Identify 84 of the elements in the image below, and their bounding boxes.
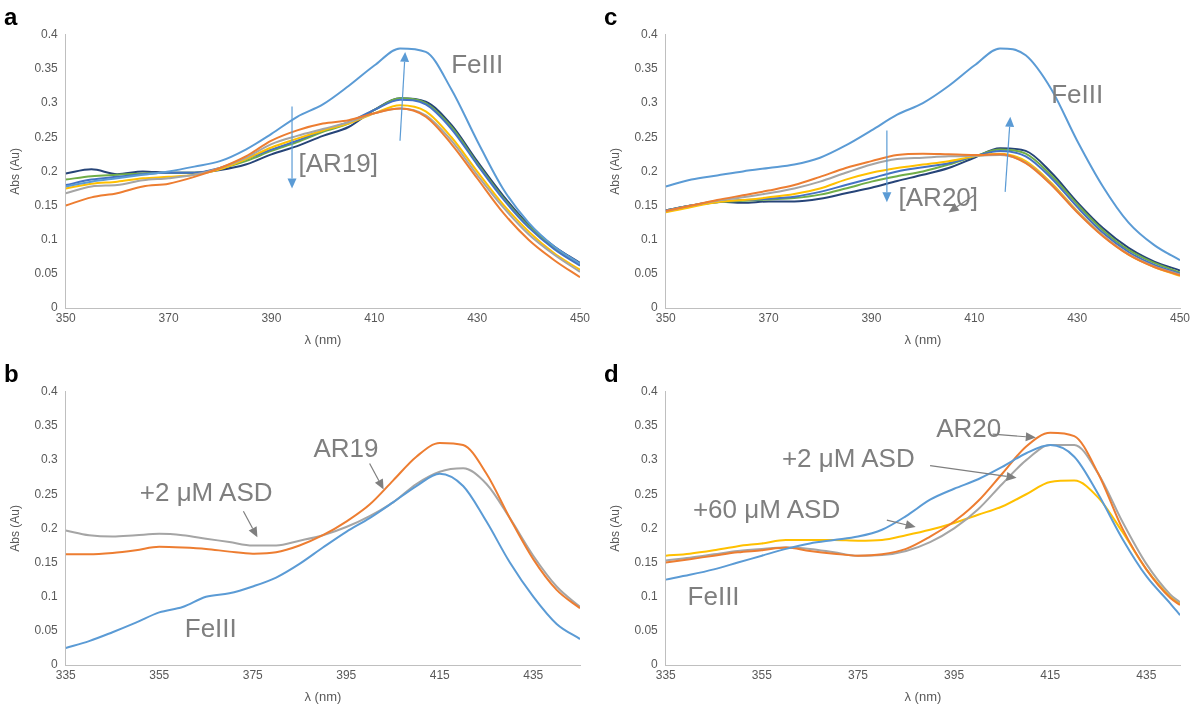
y-axis-title: Abs (Au) (7, 505, 22, 552)
line-series (65, 47, 580, 265)
y-axis-title: Abs (Au) (607, 148, 622, 195)
annotation: FeIII (451, 48, 504, 79)
chart-title: d (604, 360, 619, 388)
y-tick-label: 0.25 (634, 129, 659, 144)
annotation: +2 μM ASD (781, 443, 915, 474)
x-tick-label: 415 (429, 667, 451, 682)
y-tick-label: 0.35 (34, 418, 59, 433)
y-tick-label: 0.3 (41, 452, 59, 467)
x-tick-label: 370 (758, 310, 779, 325)
y-tick-label: 0.15 (34, 554, 59, 569)
x-tick-label: 390 (261, 310, 282, 325)
y-tick-label: 0.2 (41, 163, 59, 178)
line-series (665, 479, 1180, 605)
annotation: FeIII (184, 612, 237, 643)
line-series (65, 472, 580, 649)
y-tick-label: 0.25 (34, 129, 59, 144)
y-tick-label: 0.4 (41, 384, 59, 399)
y-tick-label: 0.1 (641, 232, 659, 247)
y-tick-label: 0.4 (41, 27, 59, 42)
x-tick-label: 450 (1169, 310, 1191, 325)
x-tick-label: 415 (1040, 667, 1061, 682)
chart-title: a (4, 3, 18, 31)
x-tick-label: 430 (467, 310, 488, 325)
annotation: FeIII (1051, 79, 1104, 110)
x-tick-label: 395 (336, 667, 357, 682)
chart-title: c (604, 3, 618, 31)
y-tick-label: 0.1 (41, 589, 59, 604)
y-tick-label: 0.1 (41, 232, 59, 247)
annotation: [AR19] (298, 147, 379, 178)
y-tick-label: 0.3 (641, 452, 659, 467)
x-tick-label: 435 (523, 667, 544, 682)
y-axis-title: Abs (Au) (607, 505, 622, 552)
line-series (65, 467, 580, 608)
x-axis-title: λ (nm) (904, 331, 942, 347)
y-tick-label: 0.05 (634, 623, 659, 638)
y-tick-label: 0.3 (41, 95, 59, 110)
x-axis-title: λ (nm) (904, 688, 942, 704)
x-tick-label: 335 (655, 667, 677, 682)
x-tick-label: 350 (55, 310, 77, 325)
x-tick-label: 350 (655, 310, 677, 325)
x-tick-label: 355 (751, 667, 773, 682)
y-tick-label: 0.2 (641, 520, 659, 535)
x-tick-label: 410 (964, 310, 985, 325)
x-tick-label: 395 (944, 667, 965, 682)
annotation: [AR20] (898, 181, 979, 212)
y-tick-label: 0.35 (34, 61, 59, 76)
x-tick-label: 370 (158, 310, 179, 325)
annotation: AR20 (936, 412, 1002, 443)
x-tick-label: 450 (569, 310, 591, 325)
y-tick-label: 0.05 (634, 266, 659, 281)
y-tick-label: 0.15 (634, 554, 659, 569)
y-tick-label: 0.25 (34, 486, 59, 501)
y-tick-label: 0.2 (41, 520, 59, 535)
line-series (665, 47, 1180, 262)
x-axis-title: λ (nm) (304, 331, 342, 347)
y-tick-label: 0.05 (34, 623, 59, 638)
x-tick-label: 435 (1136, 667, 1157, 682)
x-axis-title: λ (nm) (304, 688, 342, 704)
y-tick-label: 0.15 (634, 197, 659, 212)
chart-title: b (4, 360, 19, 388)
y-tick-label: 0.1 (641, 589, 659, 604)
annotation: +2 μM ASD (139, 477, 273, 508)
x-tick-label: 375 (847, 667, 869, 682)
x-tick-label: 410 (364, 310, 385, 325)
x-tick-label: 390 (861, 310, 882, 325)
annotation: +60 μM ASD (692, 494, 841, 525)
y-axis-title: Abs (Au) (7, 148, 22, 195)
x-tick-label: 335 (55, 667, 77, 682)
y-tick-label: 0.35 (634, 61, 659, 76)
y-tick-label: 0.25 (634, 486, 659, 501)
annotation: AR19 (313, 433, 379, 464)
x-tick-label: 375 (242, 667, 264, 682)
y-tick-label: 0.2 (641, 163, 659, 178)
x-tick-label: 355 (149, 667, 170, 682)
y-tick-label: 0.4 (641, 384, 659, 399)
y-tick-label: 0.05 (34, 266, 59, 281)
y-tick-label: 0.15 (34, 197, 59, 212)
y-tick-label: 0.35 (634, 418, 659, 433)
y-tick-label: 0.3 (641, 95, 659, 110)
y-tick-label: 0.4 (641, 27, 659, 42)
annotation: FeIII (687, 581, 740, 612)
x-tick-label: 430 (1067, 310, 1088, 325)
